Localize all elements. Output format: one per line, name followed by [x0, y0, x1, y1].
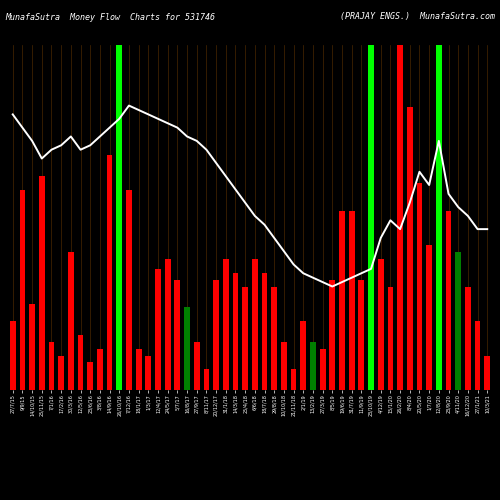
Bar — [436, 45, 442, 390]
Bar — [194, 342, 200, 390]
Text: MunafaSutra  Money Flow  Charts for 531746: MunafaSutra Money Flow Charts for 531746 — [5, 12, 215, 22]
Bar — [426, 245, 432, 390]
Bar — [465, 286, 471, 390]
Bar — [484, 356, 490, 390]
Bar — [474, 321, 480, 390]
Bar — [407, 107, 412, 390]
Bar — [349, 210, 354, 390]
Bar — [330, 280, 335, 390]
Bar — [48, 342, 54, 390]
Bar — [116, 45, 122, 390]
Bar — [262, 272, 268, 390]
Bar — [126, 190, 132, 390]
Bar — [136, 348, 141, 390]
Bar — [310, 342, 316, 390]
Bar — [397, 45, 403, 390]
Bar — [68, 252, 74, 390]
Bar — [232, 272, 238, 390]
Bar — [88, 362, 93, 390]
Bar — [242, 286, 248, 390]
Bar — [39, 176, 44, 390]
Bar — [339, 210, 345, 390]
Bar — [290, 370, 296, 390]
Bar — [272, 286, 277, 390]
Bar — [184, 307, 190, 390]
Bar — [155, 269, 161, 390]
Bar — [388, 286, 394, 390]
Bar — [29, 304, 35, 390]
Bar — [58, 356, 64, 390]
Bar — [368, 45, 374, 390]
Bar — [252, 259, 258, 390]
Bar — [378, 259, 384, 390]
Bar — [446, 210, 452, 390]
Bar — [10, 321, 16, 390]
Bar — [174, 280, 180, 390]
Bar — [165, 259, 170, 390]
Bar — [20, 190, 26, 390]
Bar — [146, 356, 151, 390]
Bar — [358, 280, 364, 390]
Bar — [416, 183, 422, 390]
Bar — [281, 342, 287, 390]
Bar — [300, 321, 306, 390]
Bar — [78, 335, 84, 390]
Bar — [204, 370, 210, 390]
Text: (PRAJAY ENGS.)  MunafaSutra.com: (PRAJAY ENGS.) MunafaSutra.com — [340, 12, 495, 22]
Bar — [213, 280, 219, 390]
Bar — [223, 259, 228, 390]
Bar — [97, 348, 103, 390]
Bar — [456, 252, 461, 390]
Bar — [106, 156, 112, 390]
Bar — [320, 348, 326, 390]
